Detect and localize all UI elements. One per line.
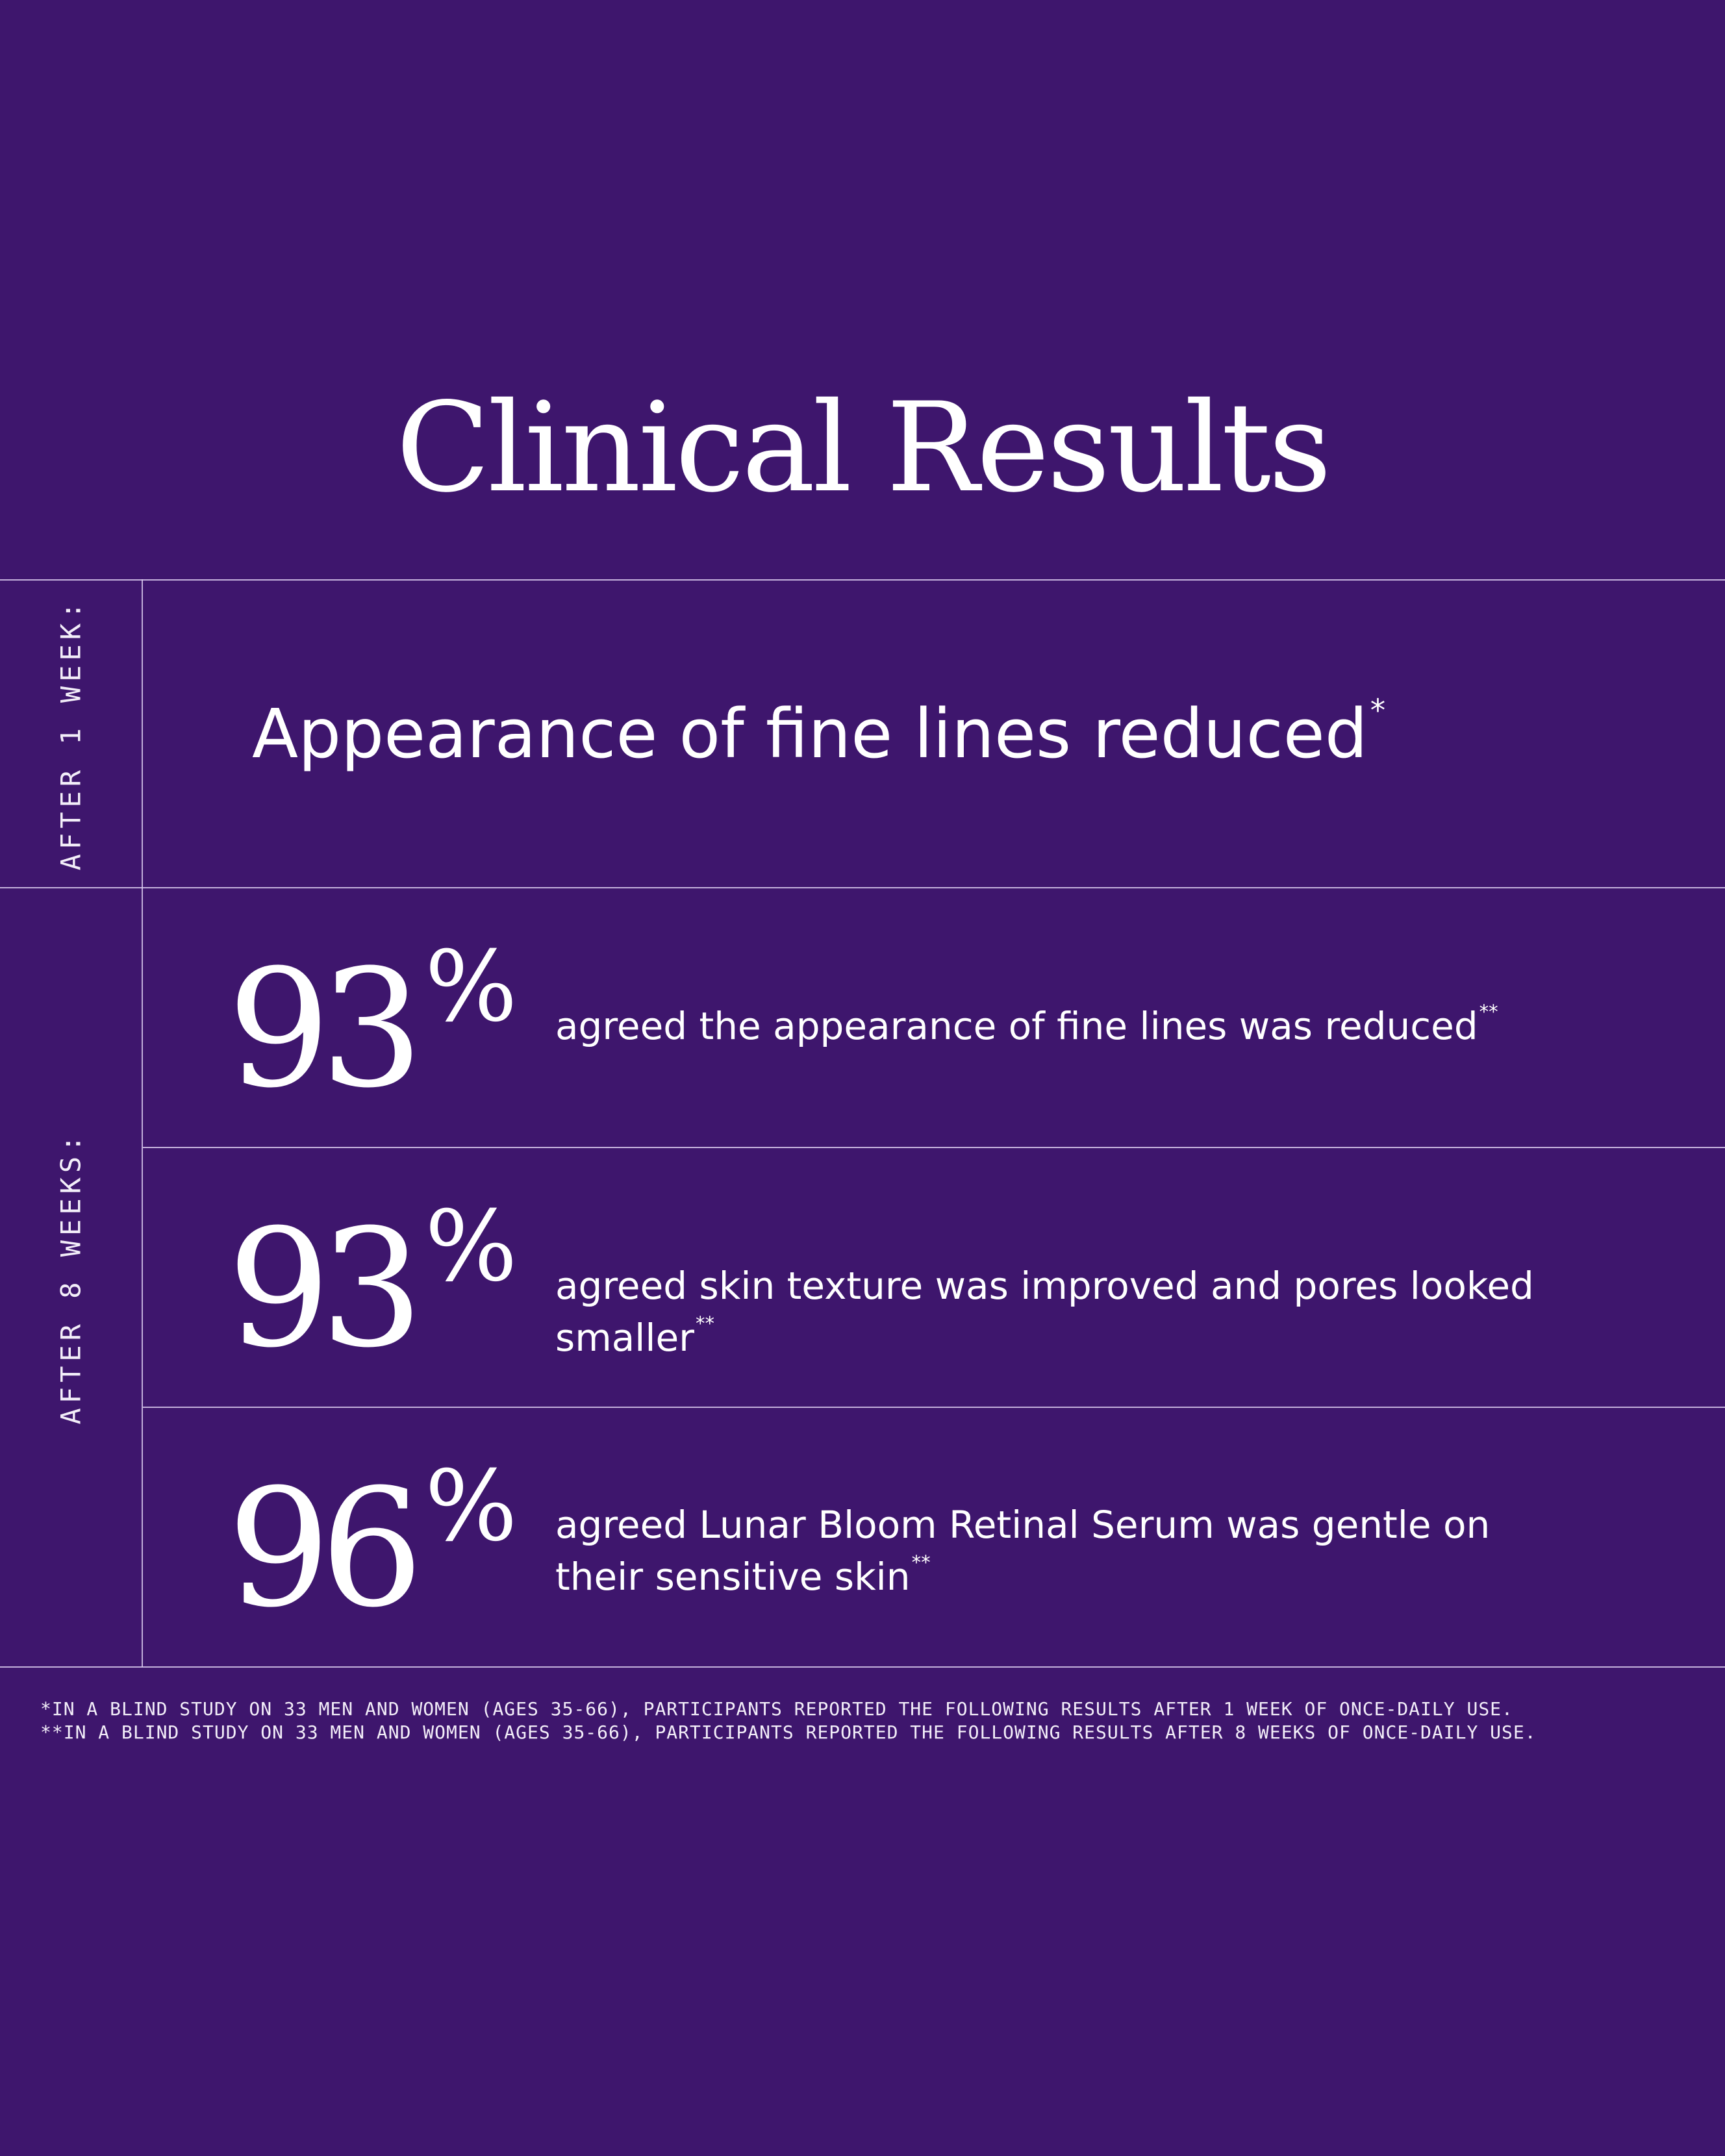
- divider-week1-bottom: [0, 887, 1725, 888]
- percent-sign: %: [425, 931, 518, 1044]
- stat-row: 93% agreed skin texture was improved and…: [143, 1148, 1725, 1407]
- stat-description-text: agreed Lunar Bloom Retinal Serum was gen…: [555, 1503, 1491, 1599]
- footnote-marker: **: [911, 1551, 931, 1574]
- footnote-marker: **: [1479, 1001, 1498, 1023]
- footnote-marker: **: [696, 1312, 715, 1335]
- footnote-week1: *IN A BLIND STUDY ON 33 MEN AND WOMEN (A…: [40, 1698, 1513, 1720]
- footnote-week8: **IN A BLIND STUDY ON 33 MEN AND WOMEN (…: [40, 1722, 1537, 1743]
- stat-description-text: agreed the appearance of fine lines was …: [555, 1004, 1478, 1048]
- stat-percentage: 96%: [227, 1450, 518, 1630]
- divider-stat-2: [143, 1407, 1725, 1408]
- percent-sign: %: [425, 1190, 518, 1303]
- footnote-marker: *: [1370, 693, 1386, 729]
- stat-value: 93: [227, 1194, 423, 1383]
- stat-description: agreed the appearance of fine lines was …: [555, 1000, 1672, 1059]
- week1-result-text: Appearance of fine lines reduced: [252, 694, 1368, 773]
- stat-description: agreed Lunar Bloom Retinal Serum was gen…: [555, 1499, 1568, 1609]
- label-column-divider: [142, 579, 143, 1667]
- divider-top: [0, 579, 1725, 581]
- stat-percentage: 93%: [227, 1190, 518, 1370]
- stat-description-text: agreed skin texture was improved and por…: [555, 1264, 1534, 1360]
- stat-value: 96: [227, 1454, 423, 1643]
- section-label-week1: AFTER 1 WEEK:: [0, 581, 142, 887]
- week8-label-text: AFTER 8 WEEKS:: [55, 1130, 87, 1425]
- divider-stat-1: [143, 1147, 1725, 1148]
- divider-bottom: [0, 1666, 1725, 1668]
- stat-value: 93: [227, 934, 423, 1123]
- stat-percentage: 93%: [227, 931, 518, 1110]
- stat-row: 93% agreed the appearance of fine lines …: [143, 888, 1725, 1147]
- stat-description: agreed skin texture was improved and por…: [555, 1260, 1672, 1370]
- percent-sign: %: [425, 1450, 518, 1563]
- week1-result: Appearance of fine lines reduced*: [252, 688, 1385, 793]
- week1-label-text: AFTER 1 WEEK:: [55, 597, 87, 870]
- stat-row: 96% agreed Lunar Bloom Retinal Serum was…: [143, 1408, 1725, 1666]
- page-title: Clinical Results: [396, 376, 1332, 520]
- section-label-week8: AFTER 8 WEEKS:: [0, 888, 142, 1666]
